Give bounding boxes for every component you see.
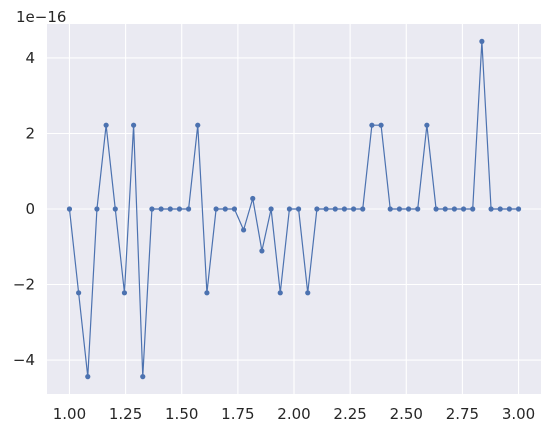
data-point	[415, 206, 421, 212]
data-point	[268, 206, 274, 212]
data-point	[323, 206, 329, 212]
data-point	[350, 206, 357, 212]
data-point	[213, 206, 219, 212]
data-point	[515, 206, 522, 212]
data-point	[497, 206, 503, 212]
x-tick-labels: 1.00 1.25 1.50 1.75 2.00 2.25 2.50 2.75 3.00	[53, 405, 535, 423]
x-tick-label: 3.00	[502, 405, 535, 423]
data-point	[167, 206, 173, 212]
x-tick-label: 2.75	[446, 405, 479, 423]
data-point	[387, 206, 393, 212]
data-point	[176, 206, 183, 212]
data-point	[332, 206, 338, 212]
x-tick-label: 2.50	[390, 405, 423, 423]
data-point	[277, 290, 283, 296]
data-point	[314, 206, 320, 212]
data-point	[204, 290, 210, 296]
data-point	[76, 290, 82, 296]
data-point	[460, 206, 467, 212]
data-point	[131, 122, 137, 128]
y-tick-label: 2	[25, 124, 35, 142]
x-tick-label: 1.25	[109, 405, 142, 423]
y-tick-label: −4	[13, 351, 35, 369]
data-point	[140, 374, 146, 380]
y-tick-labels: −4 −2 0 2 4	[13, 49, 35, 369]
data-point	[240, 227, 247, 233]
data-point	[341, 206, 348, 212]
x-tick-label: 2.00	[277, 405, 310, 423]
data-point	[286, 206, 293, 212]
y-scale-label: 1e−16	[16, 8, 66, 26]
data-point	[360, 206, 366, 212]
data-point	[396, 206, 403, 212]
data-point	[506, 206, 512, 212]
data-point	[442, 206, 448, 212]
data-point	[479, 38, 485, 44]
x-tick-label: 1.75	[221, 405, 254, 423]
data-point	[424, 122, 430, 128]
data-point	[103, 122, 109, 128]
data-point	[222, 206, 228, 212]
data-point	[295, 206, 302, 212]
data-point	[94, 206, 100, 212]
data-point	[250, 195, 256, 202]
x-tick-label: 1.50	[165, 405, 198, 423]
x-tick-label: 1.00	[53, 405, 86, 423]
series-points	[66, 38, 522, 380]
data-point	[195, 122, 201, 128]
y-tick-label: 4	[25, 49, 35, 67]
data-point	[433, 206, 439, 212]
data-point	[451, 206, 457, 212]
data-point	[405, 206, 412, 212]
x-tick-label: 2.25	[333, 405, 366, 423]
data-point	[378, 122, 384, 128]
data-point	[470, 206, 476, 212]
data-point	[66, 206, 73, 212]
y-tick-label: −2	[13, 276, 35, 294]
data-point	[231, 206, 238, 212]
data-point	[149, 206, 155, 212]
data-point	[259, 248, 265, 254]
data-point	[112, 206, 118, 212]
data-point	[305, 290, 311, 296]
data-point	[121, 290, 128, 296]
data-point	[185, 206, 192, 212]
data-point	[488, 206, 494, 212]
data-point	[158, 206, 164, 212]
data-point	[369, 122, 375, 128]
y-tick-label: 0	[25, 200, 35, 218]
data-point	[85, 374, 91, 380]
